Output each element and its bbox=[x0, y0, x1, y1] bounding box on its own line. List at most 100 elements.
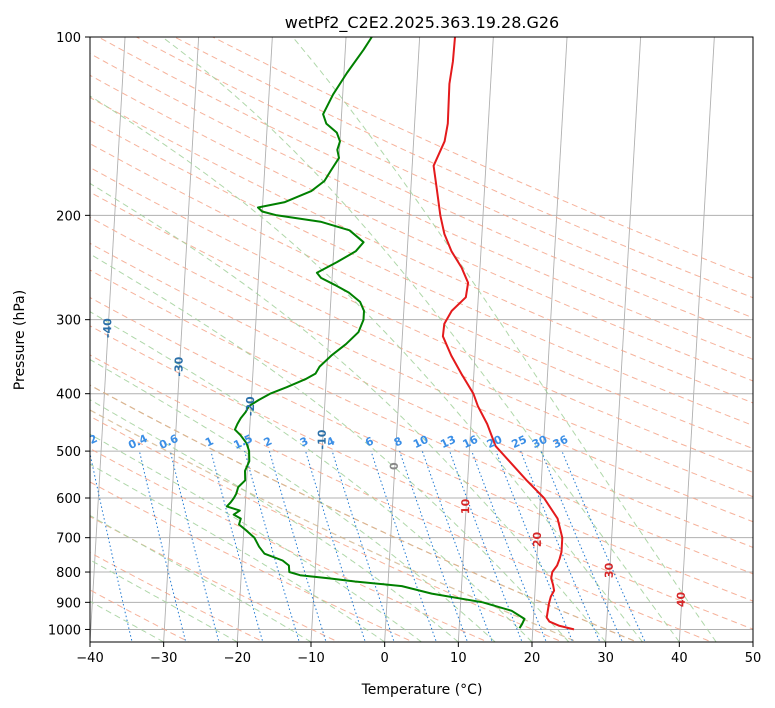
moist-adiabat-line bbox=[90, 358, 496, 642]
isotherm-label: -30 bbox=[173, 356, 186, 376]
moist-adiabat-line bbox=[161, 37, 680, 642]
y-tick-label: 900 bbox=[56, 596, 81, 611]
dry-adiabat-line bbox=[90, 415, 564, 642]
y-tick-label: 400 bbox=[56, 388, 81, 403]
isotherm-label: 30 bbox=[603, 562, 616, 578]
y-tick-label: 800 bbox=[56, 566, 81, 581]
mixing-ratio-line bbox=[331, 450, 395, 642]
dry-adiabat-line bbox=[135, 37, 753, 319]
mixing-ratio-label: 25 bbox=[510, 433, 529, 451]
x-tick-label: 40 bbox=[671, 651, 688, 666]
sounding-profiles bbox=[225, 37, 575, 631]
mixing-ratio-line bbox=[370, 450, 437, 642]
mixing-ratio-line bbox=[268, 450, 327, 642]
mixing-ratio-line bbox=[449, 450, 523, 642]
isotherm-line bbox=[457, 37, 494, 642]
x-axis: −40 −30 −20 −10 0 10 20 30 40 50 bbox=[76, 642, 761, 666]
x-tick-label: −20 bbox=[224, 651, 251, 666]
x-tick-label: 50 bbox=[745, 651, 762, 666]
mixing-ratio-line bbox=[305, 450, 366, 642]
dry-adiabat-line bbox=[90, 589, 190, 642]
mixing-ratio-line bbox=[421, 450, 493, 642]
x-tick-label: 10 bbox=[450, 651, 467, 666]
isotherm-label: -20 bbox=[244, 396, 257, 416]
isotherm-line bbox=[236, 37, 273, 642]
mixing-ratio-label: 30 bbox=[530, 433, 550, 451]
isotherm-line bbox=[605, 37, 642, 642]
mixing-ratio-line bbox=[399, 450, 469, 642]
isotherm-label: 40 bbox=[675, 591, 688, 607]
y-tick-label: 500 bbox=[56, 445, 81, 460]
moist-adiabat-lines bbox=[90, 37, 717, 642]
dry-adiabat-line bbox=[90, 354, 714, 642]
mixing-ratio-label: 0.2 bbox=[76, 432, 99, 452]
dry-adiabat-line bbox=[90, 74, 753, 382]
mixing-ratio-label: 20 bbox=[485, 433, 505, 451]
y-axis-label: Pressure (hPa) bbox=[12, 290, 28, 390]
x-tick-label: 0 bbox=[381, 651, 389, 666]
dry-adiabat-line bbox=[90, 119, 753, 427]
y-tick-label: 300 bbox=[56, 314, 81, 329]
dry-adiabat-line bbox=[90, 242, 753, 548]
moist-adiabat-line bbox=[292, 37, 717, 642]
isotherm-label: -10 bbox=[316, 429, 329, 449]
mixing-ratio-label: 16 bbox=[461, 433, 481, 451]
mixing-ratio-line bbox=[138, 450, 187, 642]
isotherm-line bbox=[678, 37, 715, 642]
moist-adiabat-line bbox=[90, 463, 385, 642]
isotherm-label: 20 bbox=[531, 531, 544, 547]
mixing-ratio-line bbox=[169, 450, 220, 642]
x-tick-label: −10 bbox=[297, 651, 324, 666]
dry-adiabat-line bbox=[90, 447, 489, 642]
plot-frame bbox=[89, 36, 754, 643]
mixing-ratio-label: 10 bbox=[411, 433, 431, 451]
isotherm-label: 10 bbox=[459, 498, 472, 514]
isotherm-label: 0 bbox=[388, 462, 401, 470]
y-tick-label: 1000 bbox=[48, 623, 81, 638]
dry-adiabat-lines bbox=[90, 37, 753, 642]
isotherm-label: -40 bbox=[101, 318, 114, 338]
mixing-ratio-lines bbox=[90, 450, 646, 642]
y-axis: 100 200 300 400 500 600 700 800 900 1000 bbox=[48, 31, 90, 638]
mixing-ratio-line bbox=[471, 450, 547, 642]
y-tick-label: 100 bbox=[56, 31, 81, 46]
dry-adiabat-line bbox=[90, 216, 753, 523]
plot-area: -100-90-80-70-60-50-40-30-20-10010203040… bbox=[76, 37, 753, 642]
dry-adiabat-line bbox=[173, 37, 753, 299]
isotherm-line bbox=[310, 37, 347, 642]
isotherm-line bbox=[163, 37, 200, 642]
dry-adiabat-line bbox=[90, 481, 415, 642]
isotherm-line bbox=[90, 37, 126, 642]
dewpoint-profile-line bbox=[225, 37, 526, 629]
mixing-ratio-line bbox=[244, 450, 300, 642]
dry-adiabat-line bbox=[90, 384, 639, 642]
moist-adiabat-line bbox=[90, 95, 643, 642]
isotherm-line bbox=[531, 37, 568, 642]
temperature-profile-line bbox=[432, 37, 575, 631]
x-tick-label: −40 bbox=[76, 651, 103, 666]
x-tick-label: 30 bbox=[597, 651, 614, 666]
y-tick-label: 700 bbox=[56, 532, 81, 547]
mixing-ratio-line bbox=[495, 450, 574, 642]
mixing-ratio-line bbox=[90, 451, 133, 642]
dry-adiabat-line bbox=[90, 191, 753, 498]
moist-adiabat-line bbox=[90, 182, 607, 642]
mixing-ratio-line bbox=[210, 450, 264, 642]
x-tick-label: 20 bbox=[524, 651, 541, 666]
mixing-ratio-label: 13 bbox=[438, 433, 457, 451]
moist-adiabat-line bbox=[90, 311, 533, 642]
isotherm-line bbox=[384, 37, 421, 642]
chart-title: wetPf2_C2E2.2025.363.19.28.G26 bbox=[285, 13, 559, 33]
moist-adiabat-line bbox=[90, 433, 422, 642]
dry-adiabat-line bbox=[90, 269, 753, 575]
dry-adiabat-line bbox=[90, 53, 753, 360]
mixing-ratio-label: 36 bbox=[551, 433, 571, 451]
y-tick-label: 200 bbox=[56, 209, 81, 224]
y-tick-label: 600 bbox=[56, 492, 81, 507]
isotherm-lines bbox=[90, 37, 753, 642]
dry-adiabat-line bbox=[90, 552, 265, 642]
x-axis-label: Temperature (°C) bbox=[361, 682, 483, 698]
x-tick-label: −30 bbox=[150, 651, 177, 666]
